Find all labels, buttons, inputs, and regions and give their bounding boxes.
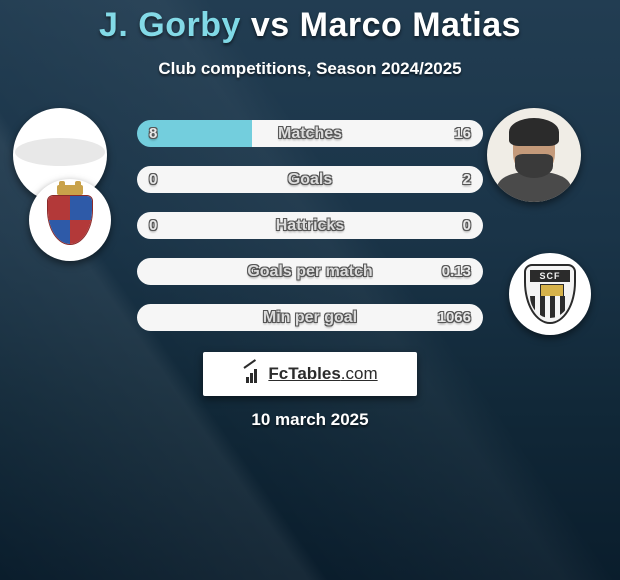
stat-row: Hattricks0 0	[137, 212, 483, 239]
vs-separator: vs	[251, 6, 290, 44]
stat-value-right: 0	[463, 212, 471, 239]
generated-date: 10 march 2025	[0, 410, 620, 430]
player2-avatar	[487, 108, 581, 202]
player2-club-badge: SCF	[509, 253, 591, 335]
stat-row: Goals0 2	[137, 166, 483, 193]
stat-row: Matches8 16	[137, 120, 483, 147]
stat-row: Goals per match0.13	[137, 258, 483, 285]
branding-text: FcTables.com	[268, 364, 377, 384]
branding-domain: .com	[341, 364, 378, 383]
braga-shield-icon	[47, 191, 93, 249]
stat-value-left: 8	[149, 120, 157, 147]
page-title: J. Gorby vs Marco Matias	[0, 0, 620, 45]
stat-label: Matches	[137, 120, 483, 147]
stat-value-left: 0	[149, 166, 157, 193]
player1-club-badge	[29, 179, 111, 261]
stat-label: Goals	[137, 166, 483, 193]
stat-label: Min per goal	[137, 304, 483, 331]
subtitle: Club competitions, Season 2024/2025	[0, 59, 620, 79]
stat-row: Min per goal1066	[137, 304, 483, 331]
stat-value-right: 2	[463, 166, 471, 193]
comparison-card: J. Gorby vs Marco Matias Club competitio…	[0, 0, 620, 580]
avatar-placeholder-icon	[15, 138, 105, 166]
player1-name: J. Gorby	[99, 6, 241, 44]
stat-value-right: 1066	[438, 304, 471, 331]
branding-link[interactable]: FcTables.com	[203, 352, 417, 396]
branding-name: FcTables	[268, 364, 340, 383]
stat-label: Goals per match	[137, 258, 483, 285]
stat-value-left: 0	[149, 212, 157, 239]
stat-label: Hattricks	[137, 212, 483, 239]
fctables-logo-icon	[242, 365, 262, 383]
club-abbr: SCF	[530, 270, 570, 282]
stat-value-right: 16	[454, 120, 471, 147]
player2-name: Marco Matias	[300, 6, 521, 44]
stat-value-right: 0.13	[442, 258, 471, 285]
stat-rows: Matches816Goals02Hattricks00Goals per ma…	[137, 120, 483, 350]
scf-shield-icon: SCF	[524, 264, 576, 324]
